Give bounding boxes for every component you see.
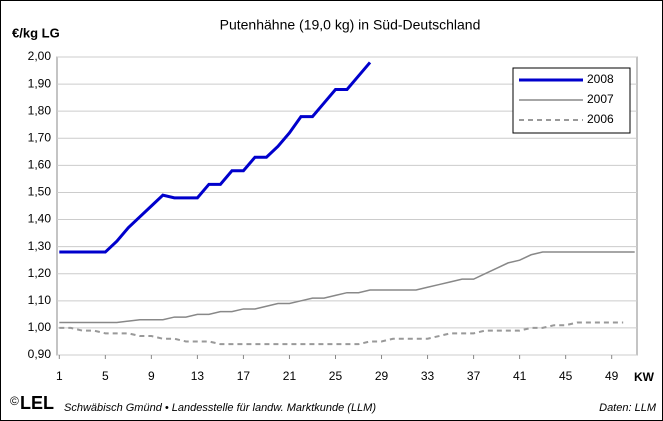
legend-label: 2006 xyxy=(587,112,614,126)
copyright: © xyxy=(10,394,19,408)
x-tick-label: 45 xyxy=(559,369,573,383)
x-tick-label: 29 xyxy=(375,369,389,383)
y-tick-label: 1,90 xyxy=(28,76,52,90)
y-tick-label: 1,10 xyxy=(28,293,52,307)
y-tick-label: 1,70 xyxy=(28,130,52,144)
legend-label: 2007 xyxy=(587,92,614,106)
x-tick-label: 37 xyxy=(467,369,481,383)
x-tick-label: 1 xyxy=(56,369,63,383)
y-tick-label: 1,50 xyxy=(28,185,52,199)
y-tick-label: 1,40 xyxy=(28,212,52,226)
y-tick-label: 2,00 xyxy=(28,49,52,63)
logo: LEL xyxy=(20,393,54,413)
footer-credit: Daten: LLM xyxy=(599,402,657,414)
y-axis-label: €/kg LG xyxy=(12,25,60,40)
x-axis-label: KW xyxy=(634,370,655,384)
x-tick-label: 33 xyxy=(421,369,435,383)
x-tick-label: 49 xyxy=(605,369,619,383)
x-tick-label: 17 xyxy=(237,369,251,383)
x-tick-label: 21 xyxy=(283,369,297,383)
series-line xyxy=(59,61,372,254)
x-tick-label: 9 xyxy=(148,369,155,383)
y-tick-label: 1,80 xyxy=(28,103,52,117)
x-tick-label: 25 xyxy=(329,369,343,383)
legend-label: 2008 xyxy=(587,72,614,86)
chart-title: Putenhähne (19,0 kg) in Süd-Deutschland xyxy=(220,17,481,33)
x-tick-label: 41 xyxy=(513,369,527,383)
series-line xyxy=(59,251,635,324)
series-line xyxy=(59,321,624,346)
y-tick-label: 1,00 xyxy=(28,320,52,334)
footer-source: Schwäbisch Gmünd • Landesstelle für land… xyxy=(64,402,376,414)
y-tick-label: 1,20 xyxy=(28,266,52,280)
x-tick-label: 13 xyxy=(191,369,205,383)
y-tick-label: 0,90 xyxy=(28,347,52,361)
y-tick-label: 1,60 xyxy=(28,158,52,172)
y-tick-label: 1,30 xyxy=(28,239,52,253)
x-tick-label: 5 xyxy=(102,369,109,383)
